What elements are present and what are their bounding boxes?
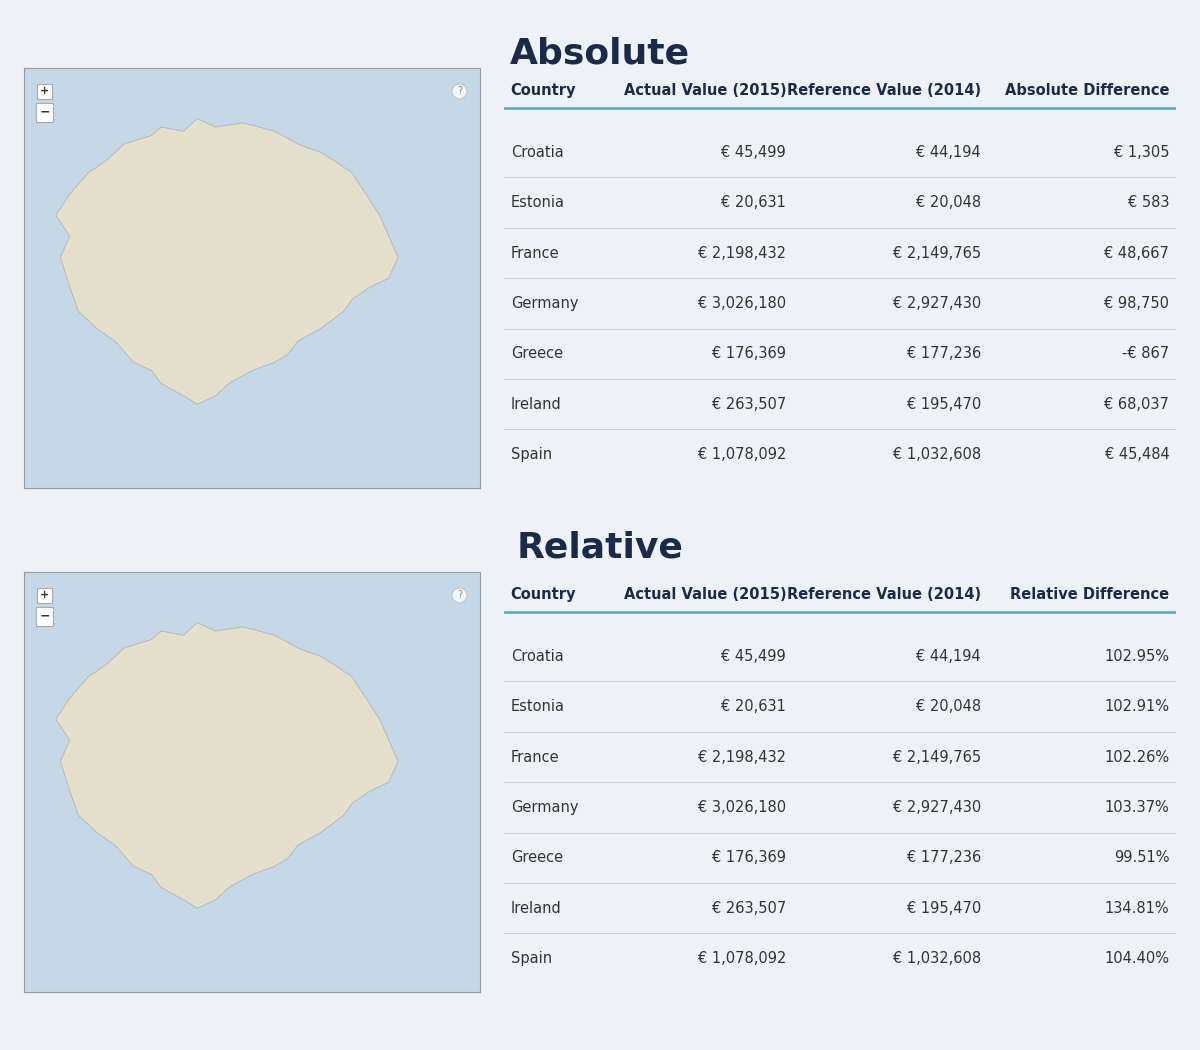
Text: Germany: Germany (511, 296, 578, 311)
Text: -€ 867: -€ 867 (1122, 346, 1169, 361)
Text: € 195,470: € 195,470 (907, 397, 982, 412)
Text: Reference Value (2014): Reference Value (2014) (787, 587, 982, 602)
Text: € 44,194: € 44,194 (917, 649, 982, 664)
Text: € 2,149,765: € 2,149,765 (893, 246, 982, 260)
Text: Relative Difference: Relative Difference (1010, 587, 1169, 602)
Text: € 44,194: € 44,194 (917, 145, 982, 160)
Text: +: + (40, 590, 49, 601)
Text: 134.81%: 134.81% (1105, 901, 1169, 916)
Text: € 1,032,608: € 1,032,608 (893, 447, 982, 462)
Text: Reference Value (2014): Reference Value (2014) (787, 83, 982, 98)
Text: € 176,369: € 176,369 (713, 850, 786, 865)
Text: € 68,037: € 68,037 (1104, 397, 1169, 412)
Text: € 45,499: € 45,499 (721, 145, 786, 160)
Text: € 48,667: € 48,667 (1104, 246, 1169, 260)
Polygon shape (56, 623, 398, 908)
Text: Greece: Greece (511, 850, 563, 865)
Text: € 1,078,092: € 1,078,092 (698, 951, 786, 966)
Text: Estonia: Estonia (511, 699, 565, 714)
Text: Greece: Greece (511, 346, 563, 361)
Text: € 2,149,765: € 2,149,765 (893, 750, 982, 764)
Text: € 45,484: € 45,484 (1104, 447, 1169, 462)
Text: € 20,631: € 20,631 (721, 195, 786, 210)
Text: ?: ? (457, 590, 462, 601)
Text: € 2,198,432: € 2,198,432 (698, 246, 786, 260)
Text: Germany: Germany (511, 800, 578, 815)
Text: 102.91%: 102.91% (1104, 699, 1169, 714)
Text: € 1,032,608: € 1,032,608 (893, 951, 982, 966)
Text: 102.26%: 102.26% (1104, 750, 1169, 764)
Text: € 2,927,430: € 2,927,430 (893, 296, 982, 311)
Text: Croatia: Croatia (511, 649, 564, 664)
Text: Ireland: Ireland (511, 397, 562, 412)
Text: Actual Value (2015): Actual Value (2015) (624, 587, 786, 602)
Text: € 263,507: € 263,507 (712, 901, 786, 916)
Text: Absolute: Absolute (510, 37, 690, 70)
Text: Ireland: Ireland (511, 901, 562, 916)
Text: € 45,499: € 45,499 (721, 649, 786, 664)
Text: € 195,470: € 195,470 (907, 901, 982, 916)
Text: +: + (40, 86, 49, 97)
Text: 103.37%: 103.37% (1104, 800, 1169, 815)
Polygon shape (56, 119, 398, 404)
Text: € 20,631: € 20,631 (721, 699, 786, 714)
Text: −: − (40, 610, 49, 623)
Text: € 3,026,180: € 3,026,180 (698, 296, 786, 311)
Text: € 2,198,432: € 2,198,432 (698, 750, 786, 764)
Text: € 20,048: € 20,048 (916, 699, 982, 714)
Text: Spain: Spain (511, 447, 552, 462)
Text: ?: ? (457, 86, 462, 97)
Text: € 583: € 583 (1128, 195, 1169, 210)
Text: € 2,927,430: € 2,927,430 (893, 800, 982, 815)
Text: € 1,305: € 1,305 (1114, 145, 1169, 160)
Text: € 263,507: € 263,507 (712, 397, 786, 412)
Text: Estonia: Estonia (511, 195, 565, 210)
Text: 104.40%: 104.40% (1104, 951, 1169, 966)
Text: 99.51%: 99.51% (1114, 850, 1169, 865)
Text: € 176,369: € 176,369 (713, 346, 786, 361)
Text: Actual Value (2015): Actual Value (2015) (624, 83, 786, 98)
Text: € 177,236: € 177,236 (907, 346, 982, 361)
Text: € 98,750: € 98,750 (1104, 296, 1169, 311)
Text: Spain: Spain (511, 951, 552, 966)
Text: € 1,078,092: € 1,078,092 (698, 447, 786, 462)
Text: France: France (511, 246, 559, 260)
Text: € 20,048: € 20,048 (916, 195, 982, 210)
Text: 102.95%: 102.95% (1104, 649, 1169, 664)
Text: Relative: Relative (516, 530, 684, 564)
Text: Country: Country (511, 83, 576, 98)
Text: Country: Country (511, 587, 576, 602)
Text: −: − (40, 106, 49, 119)
Text: € 3,026,180: € 3,026,180 (698, 800, 786, 815)
Text: € 177,236: € 177,236 (907, 850, 982, 865)
Text: France: France (511, 750, 559, 764)
Text: Absolute Difference: Absolute Difference (1004, 83, 1169, 98)
Text: Croatia: Croatia (511, 145, 564, 160)
